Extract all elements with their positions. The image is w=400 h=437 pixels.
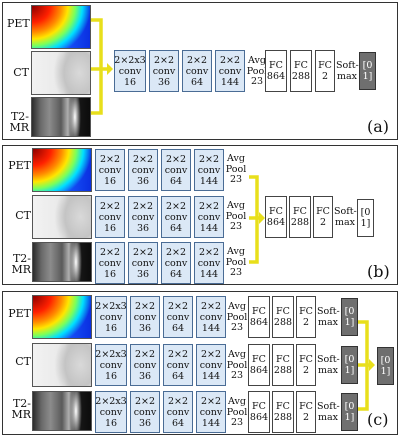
panel-b-mid-fusion: PET CT T2- MR 2×2 conv 16 2×2 conv 36 2×…	[2, 145, 398, 285]
pet-conv-3: 2×2 conv 64	[161, 149, 191, 191]
fc-864: FC 864	[265, 196, 287, 238]
ct-fc-288: FC 288	[272, 344, 294, 386]
ct-conv-1: 2×2 conv 16	[95, 196, 125, 238]
ct-conv-4: 2×2 conv 144	[196, 344, 226, 386]
mr-avgpool: Avg Pool 23	[225, 246, 247, 278]
pet-softmax: Soft- max	[317, 306, 340, 328]
pet-image	[32, 295, 92, 339]
pet-conv-2: 2×2 conv 36	[128, 149, 158, 191]
mr-conv-4: 2×2 conv 144	[196, 391, 226, 433]
pet-conv-1: 2×2 conv 16	[95, 149, 125, 191]
fc-288: FC 288	[290, 50, 312, 92]
conv-block-3: 2×2 conv 64	[182, 50, 212, 92]
label-mr: T2- MR	[11, 252, 31, 276]
conv-block-4: 2×2 conv 144	[215, 50, 245, 92]
fusion-arrows	[358, 320, 375, 411]
pet-image	[32, 148, 92, 192]
pet-fc-2: FC 2	[296, 296, 316, 338]
mr-output: [0 1]	[341, 393, 358, 431]
ct-softmax: Soft- max	[317, 354, 340, 376]
pet-conv-4: 2×2 conv 144	[194, 149, 224, 191]
avgpool: Avg Pool 23	[246, 55, 268, 87]
fusion-arrows	[91, 18, 113, 115]
label-ct: CT	[13, 66, 29, 79]
mr-avgpool: Avg Pool 23	[226, 396, 248, 428]
mr-conv-3: 2×2 conv 64	[161, 242, 191, 284]
label-pet: PET	[8, 159, 31, 172]
ct-conv-1: 2×2x3 conv 16	[95, 344, 127, 386]
mr-image	[32, 242, 92, 282]
pet-conv-4: 2×2 conv 144	[196, 296, 226, 338]
ct-conv-4: 2×2 conv 144	[194, 196, 224, 238]
mr-fc-288: FC 288	[272, 391, 294, 433]
output-block: [0 1]	[357, 199, 374, 237]
mr-conv-1: 2×2 conv 16	[95, 242, 125, 284]
fc-2: FC 2	[315, 50, 335, 92]
ct-image	[31, 51, 91, 95]
ct-avgpool: Avg Pool 23	[226, 349, 248, 381]
panel-label-a: (a)	[367, 117, 390, 136]
ct-image	[32, 343, 92, 387]
mr-fc-864: FC 864	[248, 391, 270, 433]
panel-label-c: (c)	[367, 410, 389, 429]
panel-label-b: (b)	[367, 262, 390, 281]
pet-conv-2: 2×2 conv 36	[130, 296, 160, 338]
pet-image	[31, 5, 91, 49]
mr-conv-1: 2×2x3 conv 16	[95, 391, 127, 433]
fused-output: [0 1]	[377, 347, 394, 385]
panel-a-early-fusion: PET CT T2- MR 2×2x3 conv 16 2×2 conv 36 …	[2, 2, 398, 140]
label-ct: CT	[15, 355, 31, 368]
mr-conv-4: 2×2 conv 144	[194, 242, 224, 284]
ct-image	[32, 195, 92, 239]
label-mr: T2- MR	[9, 110, 29, 134]
label-ct: CT	[15, 209, 31, 222]
fc-2: FC 2	[313, 196, 333, 238]
pet-output: [0 1]	[341, 298, 358, 336]
label-pet: PET	[7, 17, 30, 30]
mr-conv-3: 2×2 conv 64	[163, 391, 193, 433]
fusion-arrows	[249, 175, 265, 264]
mr-conv-2: 2×2 conv 36	[130, 391, 160, 433]
fc-864: FC 864	[265, 50, 287, 92]
panel-c-late-fusion: PET CT T2- MR 2×2x3 conv 16 2×2 conv 36 …	[2, 291, 398, 435]
ct-fc-2: FC 2	[296, 344, 316, 386]
mr-image	[31, 97, 91, 137]
label-pet: PET	[8, 307, 31, 320]
mr-softmax: Soft- max	[317, 401, 340, 423]
ct-conv-3: 2×2 conv 64	[163, 344, 193, 386]
mr-conv-2: 2×2 conv 36	[128, 242, 158, 284]
ct-conv-2: 2×2 conv 36	[130, 344, 160, 386]
label-mr: T2- MR	[11, 397, 31, 421]
ct-conv-2: 2×2 conv 36	[128, 196, 158, 238]
ct-fc-864: FC 864	[248, 344, 270, 386]
ct-avgpool: Avg Pool 23	[225, 200, 247, 232]
output-block: [0 1]	[359, 52, 376, 90]
pet-conv-1: 2×2x3 conv 16	[95, 296, 127, 338]
ct-output: [0 1]	[341, 346, 358, 384]
pet-avgpool: Avg Pool 23	[226, 301, 248, 333]
pet-fc-288: FC 288	[272, 296, 294, 338]
pet-conv-3: 2×2 conv 64	[163, 296, 193, 338]
mr-image	[32, 391, 92, 431]
softmax: Soft- max	[336, 60, 359, 82]
fc-288: FC 288	[289, 196, 311, 238]
pet-avgpool: Avg Pool 23	[225, 153, 247, 185]
softmax: Soft- max	[334, 206, 357, 228]
conv-block-2: 2×2 conv 36	[149, 50, 179, 92]
ct-conv-3: 2×2 conv 64	[161, 196, 191, 238]
pet-fc-864: FC 864	[248, 296, 270, 338]
mr-fc-2: FC 2	[296, 391, 316, 433]
conv-block-1: 2×2x3 conv 16	[114, 50, 146, 92]
